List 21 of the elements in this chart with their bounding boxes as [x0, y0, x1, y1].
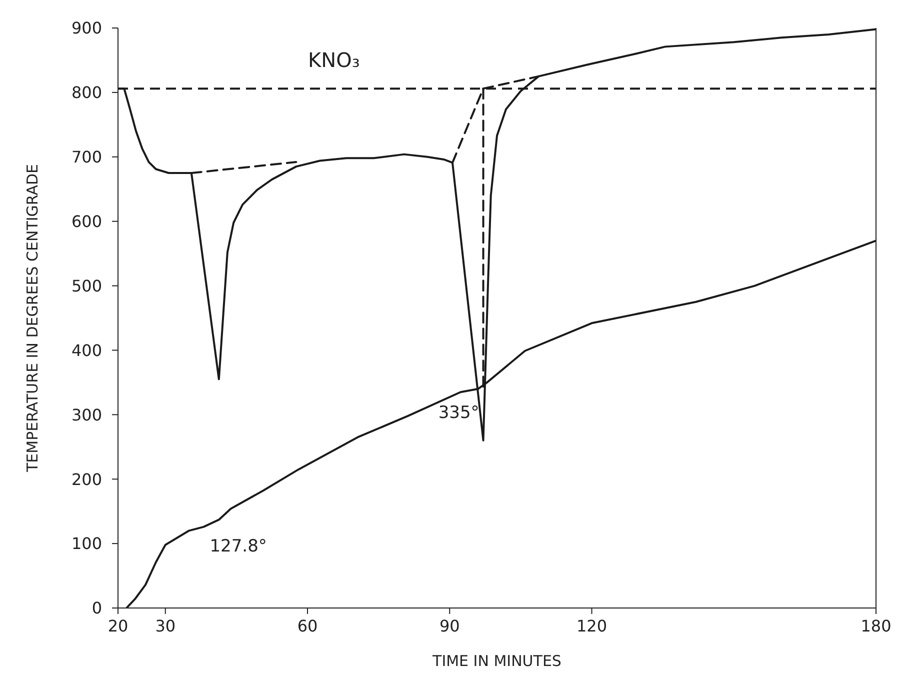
- y-tick-label: 800: [71, 83, 102, 102]
- y-tick-label: 400: [71, 340, 102, 360]
- y-tick-label: 300: [71, 405, 102, 424]
- x-tick-label: 90: [439, 616, 460, 636]
- y-tick-label: 900: [71, 18, 102, 38]
- y-tick-label: 100: [71, 534, 102, 554]
- y-tick-label: 500: [71, 276, 102, 296]
- annotation: 127.8°: [210, 536, 267, 557]
- y-tick-label: 700: [71, 148, 102, 167]
- x-tick-label: 30: [155, 616, 176, 636]
- x-tick-label: 120: [576, 616, 608, 636]
- x-tick-label: 180: [860, 616, 892, 636]
- x-axis-title: TIME IN MINUTES: [432, 652, 562, 670]
- annotation: 335°: [438, 403, 480, 424]
- y-tick-label: 0: [92, 598, 102, 618]
- y-tick-label: 600: [71, 212, 102, 232]
- x-tick-label: 60: [297, 616, 318, 636]
- x-tick-label: 20: [108, 616, 128, 636]
- y-tick-label: 200: [71, 470, 102, 489]
- y-axis-title: TEMPERATURE IN DEGREES CENTIGRADE: [23, 164, 42, 474]
- text: KNO₃: [308, 48, 360, 72]
